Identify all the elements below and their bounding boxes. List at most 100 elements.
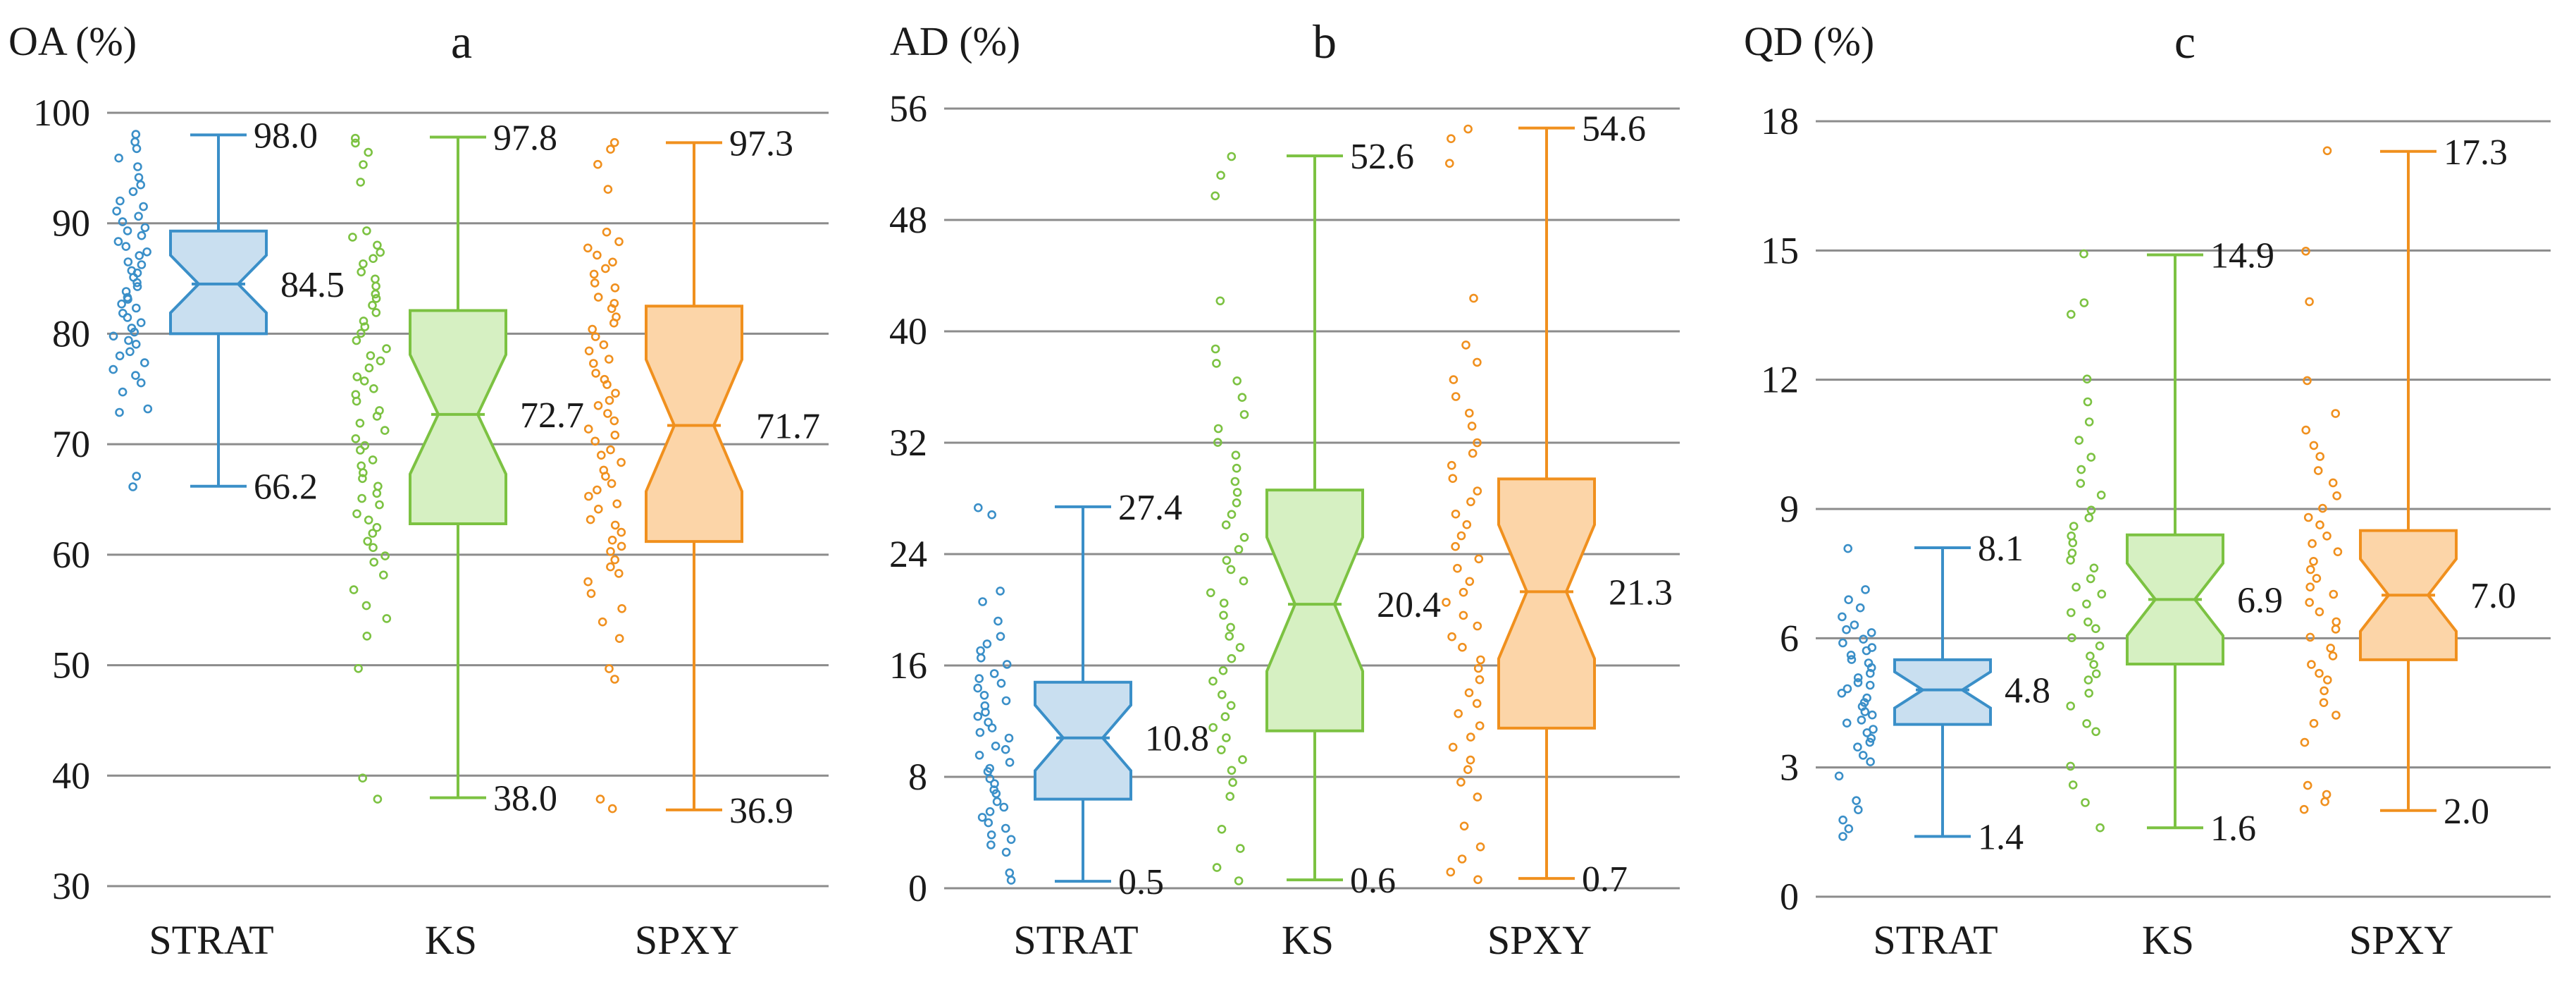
data-point: [1239, 410, 1249, 419]
data-point: [2303, 513, 2313, 522]
data-point: [358, 773, 368, 782]
data-point: [1454, 708, 1463, 718]
data-point: [1837, 688, 1847, 698]
data-point: [128, 482, 137, 491]
box-body: [645, 305, 743, 544]
data-point: [134, 211, 143, 221]
category-label: STRAT: [1873, 917, 1998, 963]
data-point: [1227, 766, 1237, 775]
data-point: [1001, 847, 1011, 857]
data-point: [359, 317, 369, 326]
data-point: [1473, 663, 1483, 673]
data-point: [1225, 792, 1234, 801]
data-point: [364, 363, 374, 373]
data-point: [2301, 246, 2310, 256]
data-point: [1855, 603, 1865, 613]
data-point: [2305, 598, 2314, 607]
data-point: [1005, 868, 1015, 878]
data-point: [2086, 651, 2095, 661]
data-point: [1449, 375, 1459, 384]
panel-letter: b: [1313, 15, 1337, 68]
data-point: [979, 690, 989, 700]
data-point: [1447, 460, 1456, 470]
data-point: [373, 481, 383, 491]
data-point: [1456, 531, 1466, 541]
data-point: [2089, 563, 2099, 573]
data-point: [354, 663, 363, 673]
y-tick-label: 3: [1780, 747, 1799, 789]
data-point: [1866, 663, 1876, 673]
y-tick-label: 8: [908, 756, 927, 798]
data-point: [1239, 576, 1249, 586]
data-point: [363, 536, 373, 546]
data-point: [369, 543, 378, 553]
data-point: [352, 509, 361, 519]
data-point: [593, 485, 602, 495]
data-point: [614, 569, 624, 578]
data-point: [1475, 842, 1485, 852]
box-body: [1893, 658, 1992, 726]
data-point: [599, 340, 609, 350]
data-point: [1226, 622, 1235, 632]
data-point: [1850, 620, 1859, 630]
data-point: [2095, 641, 2105, 651]
data-point: [984, 818, 993, 828]
data-point: [1852, 796, 1861, 805]
max-label: 27.4: [1118, 488, 1182, 528]
data-point: [584, 491, 593, 501]
data-point: [109, 331, 118, 341]
data-point: [2328, 478, 2338, 488]
data-point: [606, 562, 615, 572]
min-label: 1.6: [2210, 809, 2256, 849]
panel-a: 30 40 50 60 70 80 90 100 a OA (%) 98.0 66.2 84.5 STRA…: [8, 15, 829, 963]
data-point: [1227, 152, 1237, 161]
data-point: [2083, 617, 2093, 627]
data-point: [1466, 732, 1475, 742]
data-point: [586, 589, 596, 599]
data-point: [112, 207, 121, 216]
data-point: [617, 603, 626, 613]
data-point: [355, 446, 365, 455]
data-point: [369, 254, 378, 264]
data-point: [1226, 565, 1236, 575]
data-point: [2312, 574, 2322, 583]
data-point: [1838, 832, 1847, 841]
data-point: [583, 577, 593, 587]
data-point: [378, 570, 388, 580]
category-label: SPXY: [1487, 917, 1592, 963]
data-point: [2303, 780, 2312, 790]
data-point: [982, 639, 992, 649]
data-point: [140, 358, 149, 367]
data-point: [589, 269, 599, 279]
data-point: [610, 283, 620, 293]
data-point: [609, 318, 619, 328]
data-point: [2084, 688, 2093, 698]
y-tick-label: 100: [33, 92, 90, 134]
data-point: [1210, 191, 1220, 201]
data-point: [1862, 728, 1872, 737]
data-point: [1838, 638, 1847, 648]
data-point: [137, 231, 147, 240]
data-point: [610, 520, 620, 530]
data-point: [986, 840, 996, 849]
data-point: [583, 243, 593, 253]
panel-letter: c: [2174, 15, 2196, 68]
data-point: [142, 247, 151, 257]
data-point: [1459, 821, 1469, 831]
y-tick-label: 80: [52, 312, 90, 355]
data-point: [1846, 650, 1856, 660]
data-point: [596, 450, 606, 460]
data-point: [136, 378, 146, 388]
data-point: [1475, 721, 1485, 730]
data-point: [371, 289, 380, 299]
min-label: 2.0: [2444, 792, 2489, 832]
data-point: [1473, 875, 1482, 885]
box-body: [1034, 680, 1132, 801]
box-body: [409, 309, 507, 525]
min-label: 66.2: [254, 467, 318, 508]
y-tick-label: 0: [1780, 876, 1799, 918]
data-point: [1459, 610, 1468, 620]
data-point: [1866, 668, 1875, 678]
data-point: [2067, 633, 2076, 643]
data-point: [140, 223, 150, 233]
